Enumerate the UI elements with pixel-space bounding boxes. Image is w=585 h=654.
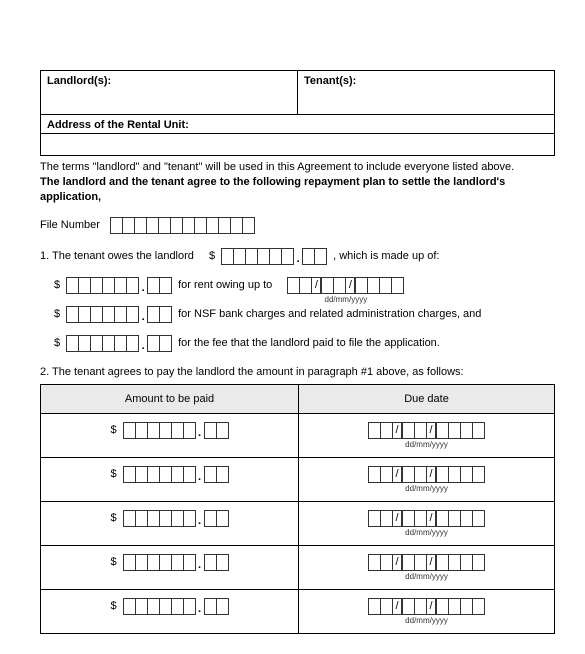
pay-amount[interactable]: . [123, 598, 229, 615]
pay-col2-header: Due date [299, 384, 555, 413]
item1-prefix: 1. The tenant owes the landlord [40, 250, 194, 262]
intro-text: The terms "landlord" and "tenant" will b… [40, 160, 555, 205]
item1-row: 1. The tenant owes the landlord $ . , wh… [40, 248, 555, 265]
subline-text: for NSF bank charges and related adminis… [178, 308, 481, 320]
pay-amount[interactable]: . [123, 510, 229, 527]
item2-row: 2. The tenant agrees to pay the landlord… [40, 366, 555, 378]
subline-date[interactable]: //dd/mm/yyyy [287, 277, 404, 294]
intro-line1: The terms "landlord" and "tenant" will b… [40, 160, 555, 175]
item1-suffix: , which is made up of: [333, 250, 439, 262]
subline-row: $. for the fee that the landlord paid to… [54, 335, 555, 352]
subline-row: $. for NSF bank charges and related admi… [54, 306, 555, 323]
tenants-label: Tenant(s): [304, 75, 356, 87]
address-label-cell: Address of the Rental Unit: [41, 115, 555, 134]
dollar-sign: $ [110, 600, 116, 612]
subline-amount[interactable]: . [66, 335, 172, 352]
dollar-sign: $ [54, 308, 60, 320]
file-number-label: File Number [40, 219, 100, 231]
landlords-label: Landlord(s): [47, 75, 111, 87]
table-row: $. //dd/mm/yyyy [41, 545, 555, 589]
table-row: $. //dd/mm/yyyy [41, 457, 555, 501]
subline-row: $. for rent owing up to //dd/mm/yyyy [54, 277, 555, 294]
pay-date[interactable]: //dd/mm/yyyy [368, 466, 485, 483]
pay-col1-header: Amount to be paid [41, 384, 299, 413]
dollar-sign: $ [110, 424, 116, 436]
address-value-cell[interactable] [41, 134, 555, 156]
dollar-sign: $ [110, 512, 116, 524]
payment-table: Amount to be paid Due date $. //dd/mm/yyy… [40, 384, 555, 634]
file-number-row: File Number [40, 217, 555, 234]
table-row: $. //dd/mm/yyyy [41, 589, 555, 633]
pay-date[interactable]: //dd/mm/yyyy [368, 554, 485, 571]
intro-line2a: The landlord and the tenant agree to the… [40, 175, 555, 190]
pay-amount[interactable]: . [123, 554, 229, 571]
table-row: $. //dd/mm/yyyy [41, 413, 555, 457]
intro-line2b: application, [40, 190, 555, 205]
pay-date[interactable]: //dd/mm/yyyy [368, 422, 485, 439]
form-page: Landlord(s): Tenant(s): Address of the R… [0, 0, 585, 654]
address-label: Address of the Rental Unit: [47, 119, 189, 131]
dollar-sign: $ [54, 337, 60, 349]
dollar-sign: $ [110, 556, 116, 568]
dollar-sign: $ [54, 279, 60, 291]
pay-amount[interactable]: . [123, 422, 229, 439]
pay-date[interactable]: //dd/mm/yyyy [368, 510, 485, 527]
dollar-sign: $ [209, 250, 215, 262]
subline-text: for the fee that the landlord paid to fi… [178, 337, 440, 349]
tenants-cell[interactable]: Tenant(s): [298, 71, 555, 115]
landlords-cell[interactable]: Landlord(s): [41, 71, 298, 115]
item2-text: 2. The tenant agrees to pay the landlord… [40, 366, 464, 378]
subline-text: for rent owing up to [178, 279, 272, 291]
file-number-boxes[interactable] [110, 217, 255, 234]
parties-table: Landlord(s): Tenant(s): Address of the R… [40, 70, 555, 156]
subline-amount[interactable]: . [66, 306, 172, 323]
pay-amount[interactable]: . [123, 466, 229, 483]
dollar-sign: $ [110, 468, 116, 480]
subline-amount[interactable]: . [66, 277, 172, 294]
item1-amount[interactable]: . [221, 248, 327, 265]
table-row: $. //dd/mm/yyyy [41, 501, 555, 545]
pay-date[interactable]: //dd/mm/yyyy [368, 598, 485, 615]
